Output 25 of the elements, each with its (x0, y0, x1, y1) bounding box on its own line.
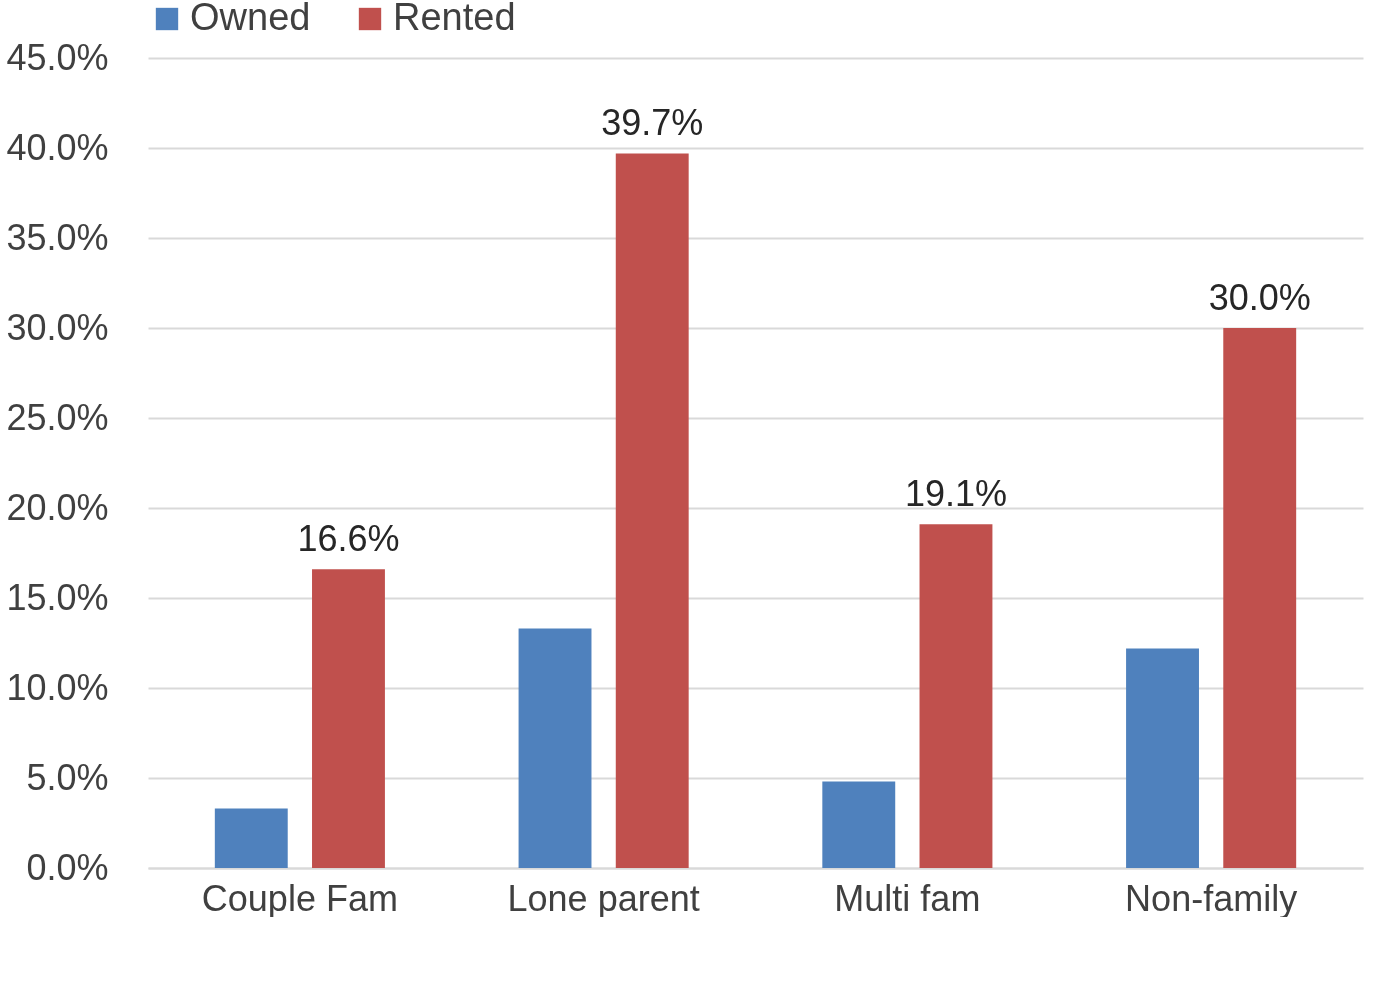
bar (919, 524, 993, 868)
y-tick-label: 0.0% (26, 846, 109, 888)
legend-label: Owned (190, 0, 311, 38)
bar (518, 628, 592, 868)
y-tick-label: 5.0% (26, 756, 109, 798)
y-tick-label: 15.0% (6, 576, 109, 618)
y-tick-label: 10.0% (6, 666, 109, 708)
y-tick-label: 30.0% (6, 306, 109, 348)
bar (1223, 328, 1297, 868)
bar (214, 808, 288, 868)
y-tick-label: 40.0% (6, 126, 109, 168)
y-tick-label: 25.0% (6, 396, 109, 438)
y-tick-label: 45.0% (6, 36, 109, 78)
x-tick-label: Multi fam (834, 877, 981, 919)
bar (312, 569, 385, 868)
data-label: 30.0% (1208, 277, 1311, 318)
data-label: 39.7% (601, 102, 704, 144)
y-tick-label: 20.0% (6, 486, 109, 528)
legend-label: Rented (393, 0, 516, 38)
data-label: 16.6% (297, 518, 400, 560)
y-tick-label: 35.0% (6, 216, 109, 258)
bar (1126, 648, 1199, 868)
bar (822, 781, 896, 868)
bar (615, 153, 689, 868)
data-label: 19.1% (904, 473, 1008, 515)
